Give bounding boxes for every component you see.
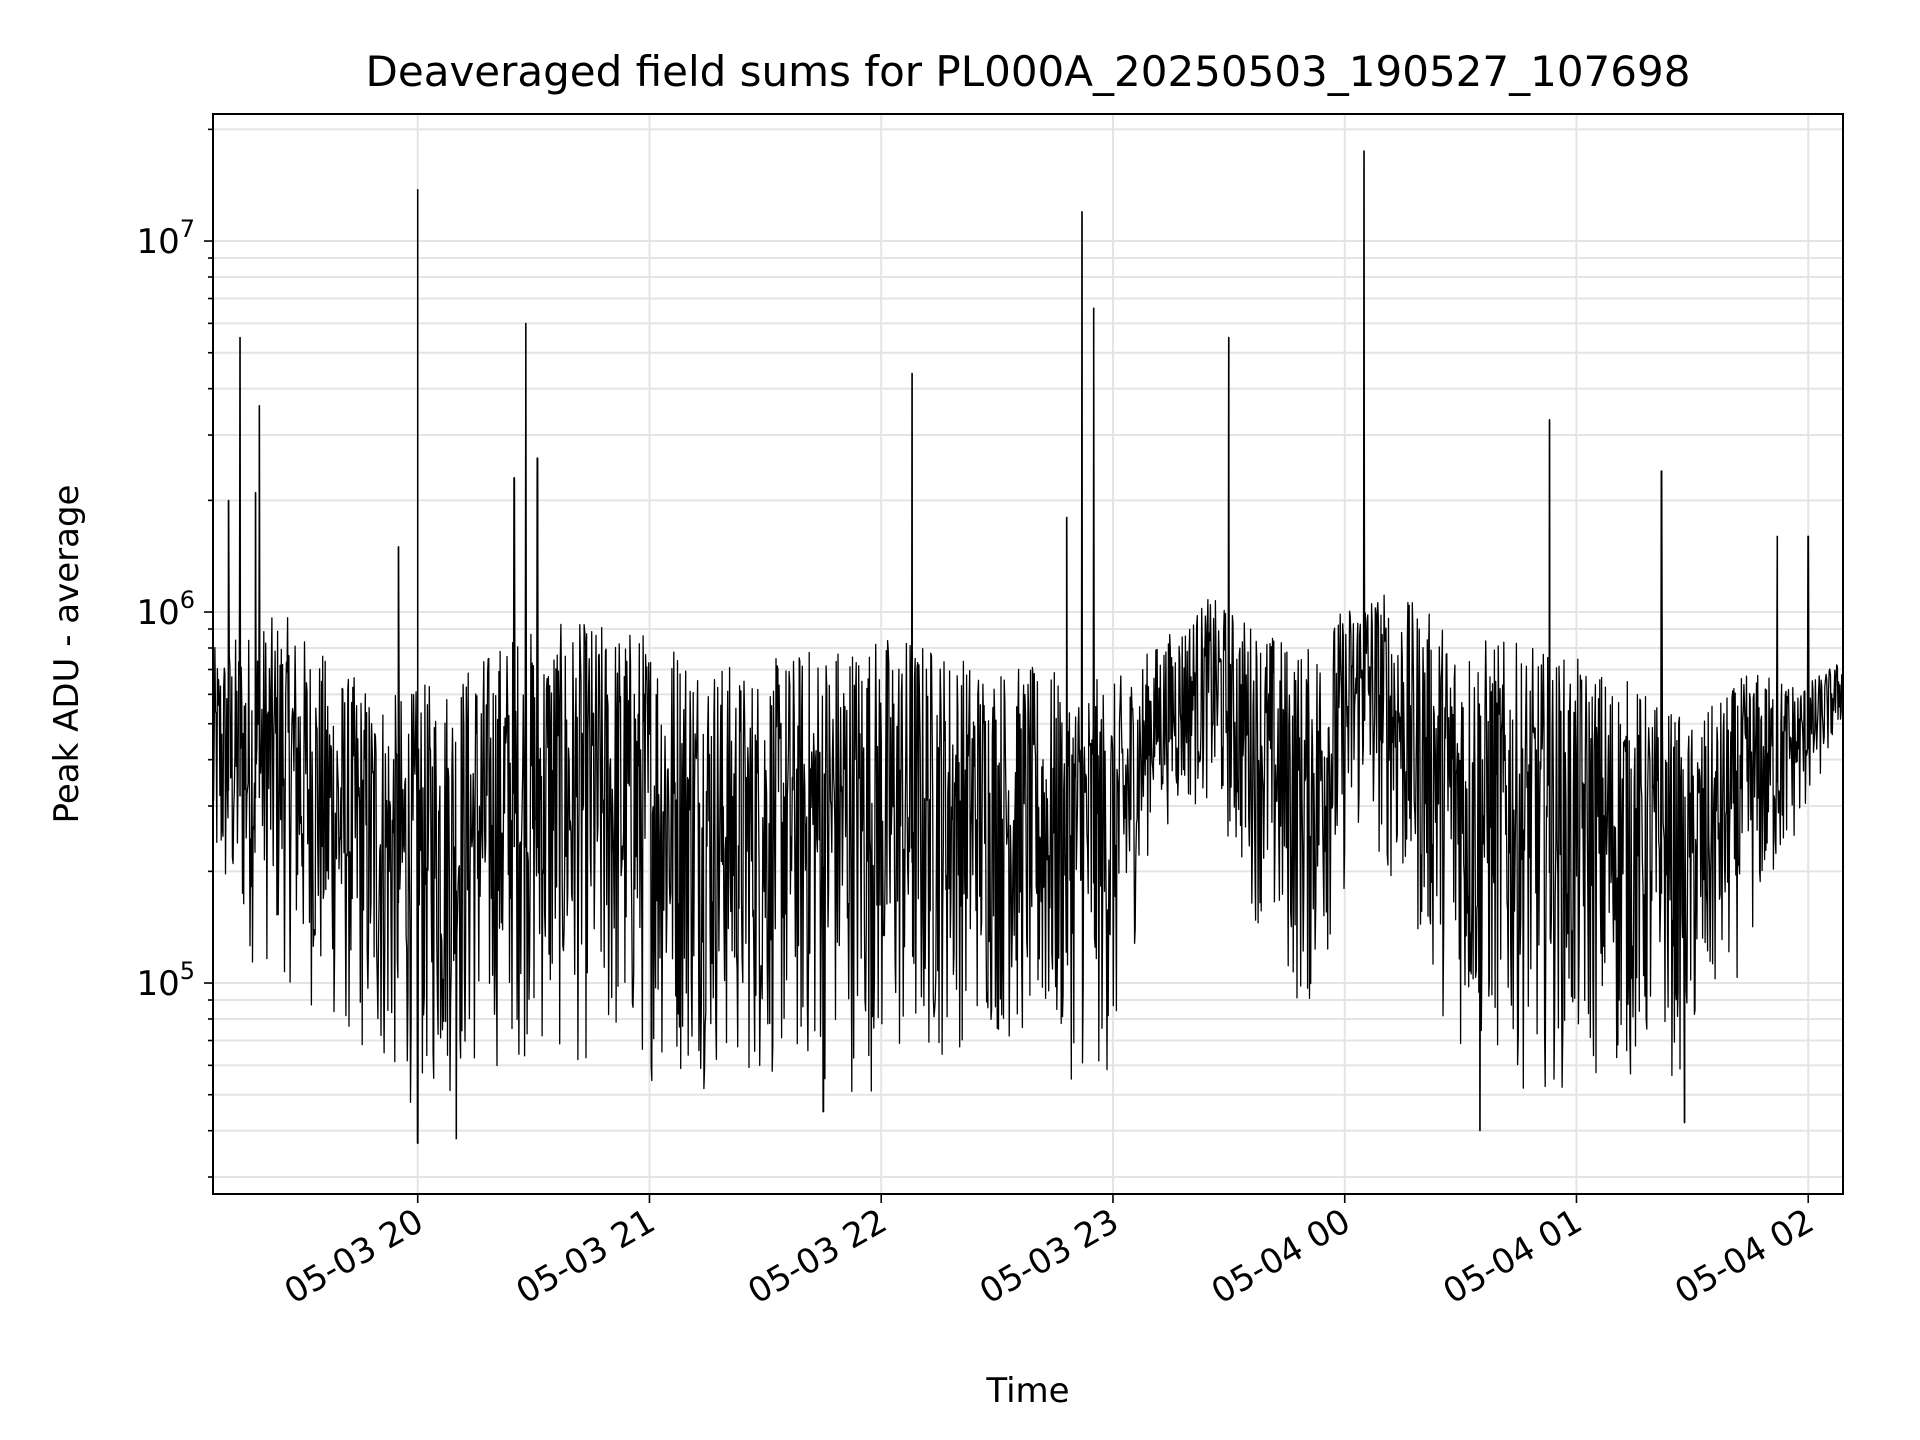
series-path — [212, 150, 1844, 1144]
plot-frame — [212, 113, 1844, 1195]
y-tick-label: 105 — [136, 957, 195, 1004]
y-tick-label: 106 — [136, 586, 195, 633]
y-tick-label: 107 — [136, 215, 195, 262]
x-axis-label: Time — [985, 1371, 1069, 1411]
y-axis-label: Peak ADU - average — [47, 485, 87, 824]
chart-title: Deaveraged field sums for PL000A_2025050… — [366, 47, 1691, 96]
series-line — [212, 150, 1844, 1144]
